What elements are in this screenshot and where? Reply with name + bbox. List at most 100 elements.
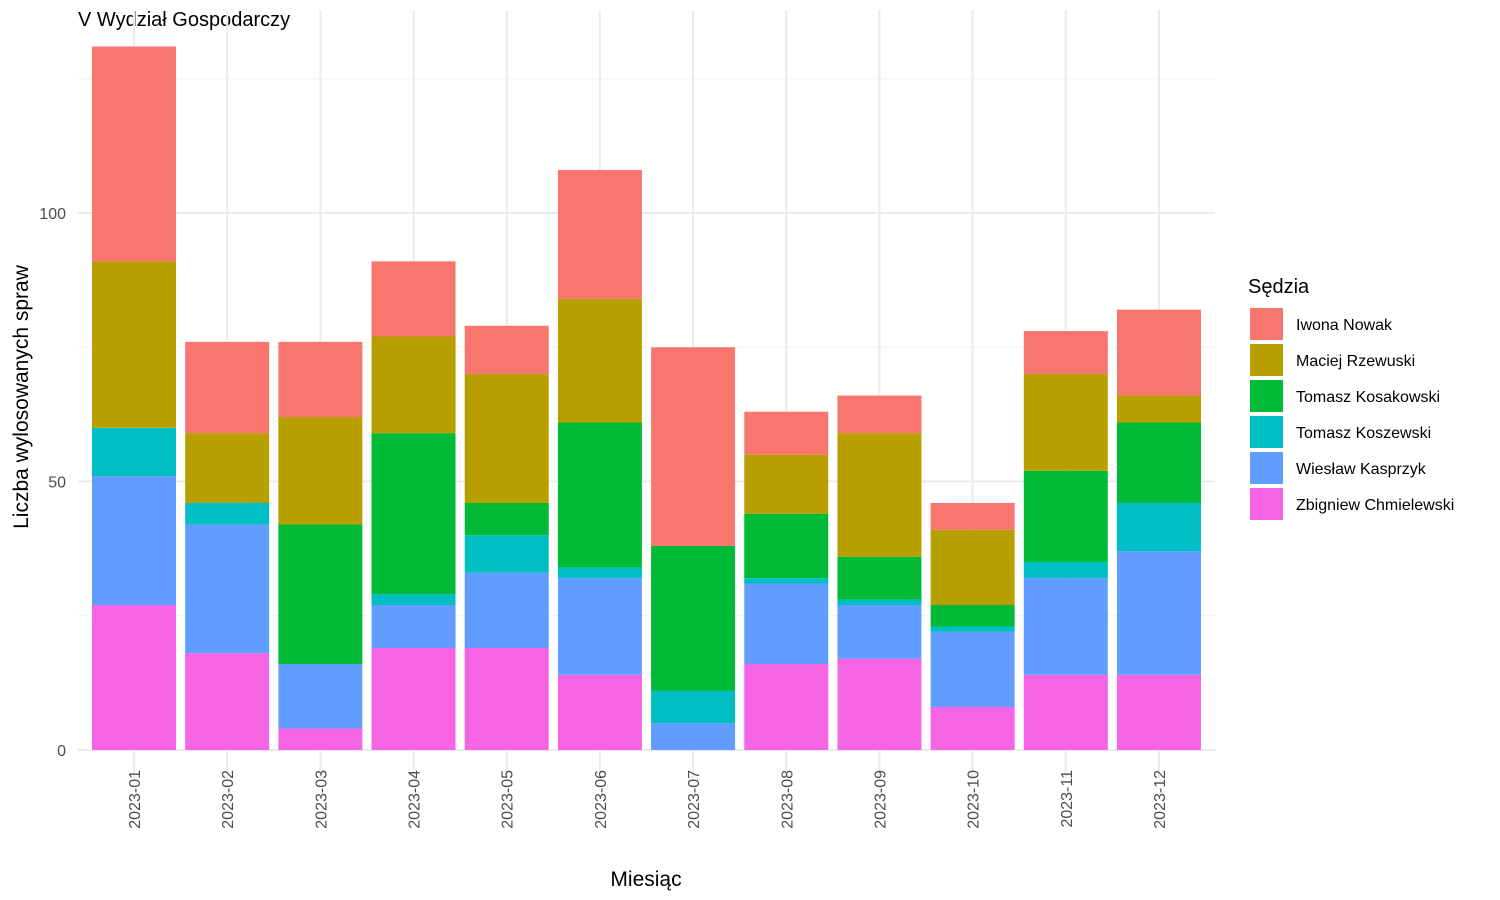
bar-segment: [1116, 422, 1201, 503]
legend-label: Iwona Nowak: [1296, 317, 1393, 334]
legend-label: Zbigniew Chmielewski: [1296, 497, 1454, 514]
bar-segment: [557, 298, 642, 423]
bar-segment: [464, 572, 549, 648]
bar-segment: [930, 502, 1015, 530]
bar-segment: [744, 664, 829, 750]
bar-segment: [1116, 674, 1201, 750]
bar-segment: [1116, 309, 1201, 396]
bar-segment: [930, 529, 1015, 606]
legend-label: Maciej Rzewuski: [1296, 353, 1415, 370]
bar-segment: [744, 578, 829, 584]
bar-segment: [651, 690, 736, 724]
bar-segment: [185, 502, 270, 525]
bar-segment: [1023, 470, 1108, 563]
bar-segment: [837, 433, 922, 557]
bar-segment: [371, 336, 456, 434]
bar-segment: [371, 647, 456, 750]
x-tick-label: 2023-10: [966, 770, 983, 829]
bar-segment: [557, 422, 642, 568]
legend-label: Tomasz Kosakowski: [1296, 389, 1440, 406]
bar-segment: [651, 545, 736, 691]
bar-segment: [744, 513, 829, 579]
bar-segment: [185, 433, 270, 503]
bar-segment: [837, 556, 922, 600]
x-tick-label: 2023-07: [686, 770, 703, 829]
y-axis-ticks: 0 50 100: [39, 206, 66, 760]
bar-segment: [278, 417, 363, 525]
y-axis-title: Liczba wylosowanych spraw: [10, 264, 33, 529]
legend-label: Wiesław Kasprzyk: [1296, 461, 1427, 478]
x-axis-title: Miesiąc: [610, 868, 681, 891]
x-tick-label: 2023-02: [220, 770, 237, 829]
bar-segment: [92, 261, 176, 428]
x-axis-ticks: 2023-01 2023-02 2023-03 2023-04 2023-05 2023-…: [127, 770, 1169, 829]
bar-segment: [185, 653, 270, 750]
bar-segment: [744, 454, 829, 514]
legend-title: Sędzia: [1248, 276, 1310, 298]
legend-swatch: [1250, 380, 1283, 412]
bar-segment: [464, 502, 549, 536]
bar-segment: [371, 605, 456, 648]
bar-segment: [371, 261, 456, 337]
bar-segment: [837, 658, 922, 750]
bar-segment: [371, 433, 456, 595]
bar-segment: [278, 664, 363, 729]
chart-title: V Wydział Gospodarczy: [78, 9, 290, 31]
bar-segment: [651, 723, 736, 750]
bar-segment: [930, 605, 1015, 627]
bar-segment: [744, 583, 829, 665]
bar-segment: [1023, 374, 1108, 471]
bar-segment: [1023, 578, 1108, 675]
bar-segment: [930, 631, 1015, 708]
bar-segment: [92, 605, 176, 750]
bar-segment: [1023, 562, 1108, 579]
legend-swatch: [1250, 416, 1283, 448]
x-tick-label: 2023-03: [313, 770, 330, 829]
legend: Sędzia Iwona Nowak Maciej Rzewuski Tomasz …: [1248, 276, 1454, 520]
y-tick-label: 0: [57, 743, 66, 760]
legend-swatch: [1250, 308, 1283, 340]
bar-segment: [1023, 331, 1108, 375]
bar-segment: [464, 325, 549, 375]
bar-segment: [464, 647, 549, 750]
bar-segment: [837, 605, 922, 659]
legend-swatch: [1250, 452, 1283, 484]
bar-segment: [557, 578, 642, 675]
legend-label: Tomasz Koszewski: [1296, 425, 1431, 442]
bar-segment: [92, 427, 176, 477]
y-tick-label: 50: [48, 475, 66, 492]
bar-segment: [651, 347, 736, 546]
bar-segment: [1116, 395, 1201, 423]
bar-segment: [371, 594, 456, 606]
bar-segment: [92, 46, 176, 262]
x-tick-label: 2023-11: [1059, 770, 1076, 828]
bar-segment: [1023, 674, 1108, 750]
bar-segment: [557, 674, 642, 750]
x-tick-label: 2023-04: [407, 770, 424, 829]
bar-segment: [185, 341, 270, 434]
bar-segment: [557, 170, 642, 299]
bar-segment: [1116, 502, 1201, 552]
x-tick-label: 2023-06: [593, 770, 610, 829]
x-tick-label: 2023-09: [872, 770, 889, 829]
bar-segment: [92, 476, 176, 606]
bar-segment: [278, 341, 363, 418]
bars: [92, 46, 1201, 750]
y-tick-label: 100: [39, 206, 66, 223]
bar-segment: [837, 599, 922, 606]
bar-segment: [464, 535, 549, 573]
x-tick-label: 2023-08: [779, 770, 796, 829]
bar-segment: [278, 524, 363, 665]
bar-segment: [930, 626, 1015, 632]
legend-swatch: [1250, 344, 1283, 376]
bar-segment: [464, 374, 549, 503]
bar-segment: [1116, 551, 1201, 675]
x-tick-label: 2023-12: [1152, 770, 1169, 829]
bar-segment: [930, 707, 1015, 750]
bar-segment: [557, 567, 642, 579]
bar-segment: [744, 411, 829, 455]
bar-segment: [837, 395, 922, 434]
bar-segment: [185, 524, 270, 654]
x-tick-label: 2023-05: [500, 770, 517, 829]
